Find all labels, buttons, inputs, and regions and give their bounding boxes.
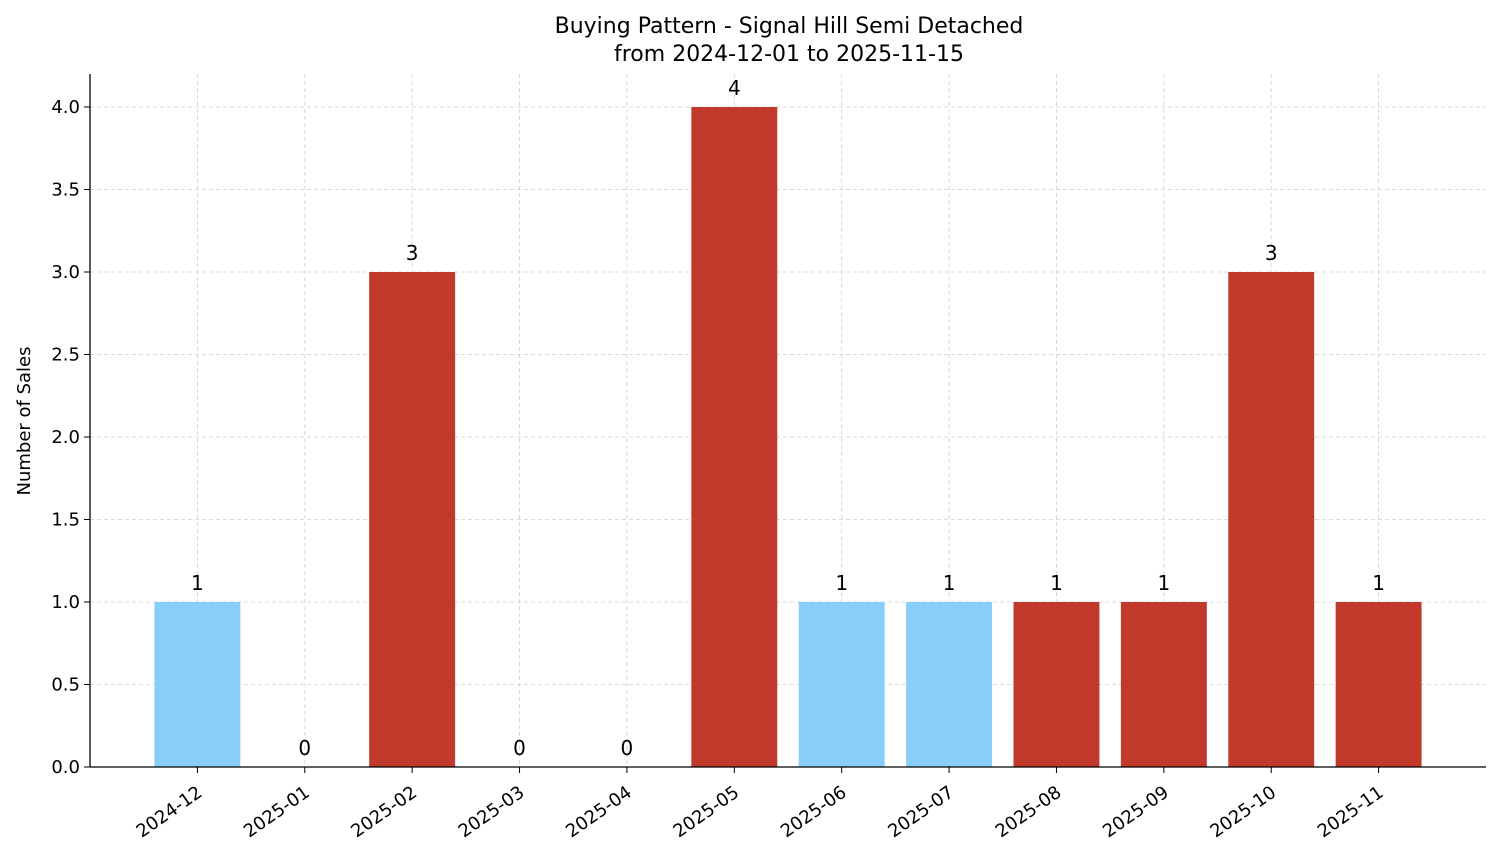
bar-2025-02	[369, 272, 456, 767]
data-label: 1	[1157, 571, 1170, 595]
chart-title: Buying Pattern - Signal Hill Semi Detach…	[555, 14, 1024, 39]
data-label: 0	[513, 736, 526, 760]
y-tick-label: 2.0	[51, 427, 80, 448]
x-tick-label: 2025-09	[1099, 782, 1173, 842]
data-label: 1	[1050, 571, 1063, 595]
bar-2025-07	[906, 602, 993, 767]
x-tick-label: 2025-07	[884, 782, 958, 842]
x-tick-label: 2025-03	[455, 782, 529, 842]
data-label: 1	[1372, 571, 1385, 595]
x-tick-label: 2025-02	[347, 782, 421, 842]
bar-2025-08	[1013, 602, 1100, 767]
data-label: 1	[191, 571, 204, 595]
y-tick-label: 0.0	[51, 757, 80, 778]
data-label: 3	[1265, 241, 1278, 265]
data-label: 3	[406, 241, 419, 265]
data-label: 1	[943, 571, 956, 595]
x-tick-label: 2025-10	[1206, 782, 1280, 842]
bar-2025-06	[798, 602, 885, 767]
bar-2025-10	[1228, 272, 1315, 767]
bar-2025-05	[691, 107, 778, 767]
y-tick-label: 3.0	[51, 262, 80, 283]
x-tick-label: 2025-06	[777, 782, 851, 842]
x-tick-label: 2025-04	[562, 782, 636, 842]
y-tick-label: 0.5	[51, 675, 80, 696]
x-tick-label: 2025-11	[1314, 782, 1388, 842]
x-tick-label: 2025-01	[240, 782, 314, 842]
data-label: 0	[621, 736, 634, 760]
data-label: 1	[835, 571, 848, 595]
data-label: 4	[728, 76, 741, 100]
y-tick-label: 4.0	[51, 97, 80, 118]
x-tick-label: 2025-08	[992, 782, 1066, 842]
y-tick-label: 3.5	[51, 180, 80, 201]
chart-subtitle: from 2024-12-01 to 2025-11-15	[614, 42, 964, 67]
y-tick-label: 1.0	[51, 592, 80, 613]
y-tick-label: 2.5	[51, 345, 80, 366]
y-tick-label: 1.5	[51, 510, 80, 531]
bar-2025-09	[1120, 602, 1207, 767]
y-axis-label: Number of Sales	[14, 346, 35, 495]
data-label: 0	[298, 736, 311, 760]
x-tick-label: 2025-05	[670, 782, 744, 842]
bar-2025-11	[1335, 602, 1422, 767]
bar-2024-12	[154, 602, 241, 767]
x-tick-label: 2024-12	[133, 782, 207, 842]
